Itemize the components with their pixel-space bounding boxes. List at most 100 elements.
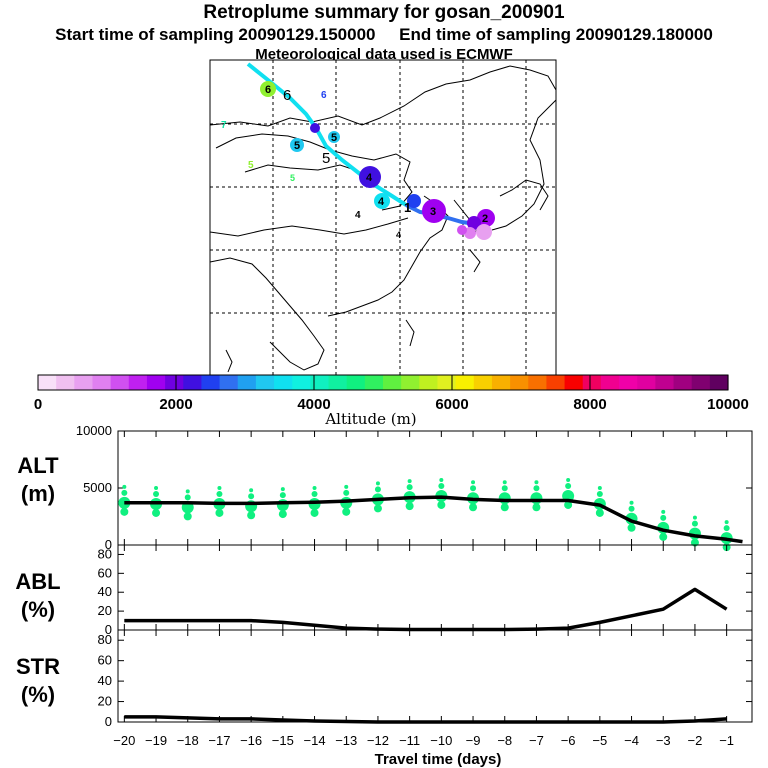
- colorbar-cell: [473, 375, 493, 390]
- colorbar-tick-label: 0: [34, 396, 42, 413]
- alt-cluster-point: [565, 482, 572, 489]
- alt-cluster-point: [152, 508, 161, 517]
- colorbar-cell: [183, 375, 203, 390]
- alt-cluster-point: [471, 480, 476, 485]
- colorbar-cell: [146, 375, 166, 390]
- trajectory-map: 6 6 6 7 5 5 5 5 5 4 4 4 4 3 2 1: [209, 59, 557, 376]
- panel-yunit: (%): [21, 597, 55, 622]
- x-tick-label: −13: [335, 733, 357, 748]
- alt-cluster-point: [276, 499, 289, 512]
- colorbar-ticks: 0 2000 4000 6000 8000 10000: [34, 375, 749, 413]
- map-label: 2: [482, 213, 488, 225]
- colorbar-cell: [619, 375, 638, 390]
- map-cluster: [477, 209, 495, 227]
- map-cluster: [359, 166, 381, 188]
- alt-cluster-point: [343, 489, 350, 496]
- map-label: 6: [283, 87, 291, 104]
- panel-yunit: (%): [21, 682, 55, 707]
- start-time-label: Start time of sampling 20090129.150000: [55, 25, 376, 44]
- colorbar-cell: [455, 375, 475, 390]
- y-tick-label: 80: [98, 632, 112, 647]
- alt-cluster-point: [469, 503, 478, 512]
- colorbar-cell: [92, 375, 112, 390]
- x-tick-label: −11: [399, 733, 420, 748]
- alt-cluster-point: [122, 484, 127, 489]
- colorbar-cell: [328, 375, 348, 390]
- alt-cluster-point: [659, 532, 668, 541]
- colorbar-cell: [346, 375, 366, 390]
- colorbar-cell: [56, 375, 75, 390]
- alt-cluster-point: [534, 480, 539, 485]
- map-cluster: [457, 225, 467, 235]
- map-label: 5: [290, 173, 295, 183]
- colorbar-cell: [219, 375, 239, 390]
- alt-cluster-point: [215, 508, 224, 517]
- series-line: [124, 715, 727, 724]
- map-cluster: [310, 123, 320, 133]
- colorbar-tick-label: 4000: [297, 396, 330, 413]
- alt-cluster-point: [498, 492, 511, 505]
- map-label: 5: [294, 140, 300, 152]
- map-coastlines: [209, 65, 557, 373]
- panel-ylabel: ABL: [15, 569, 60, 594]
- colorbar-cell: [401, 375, 420, 390]
- colorbar-cell: [437, 375, 457, 390]
- alt-cluster-point: [184, 494, 191, 501]
- alt-cluster-point: [407, 479, 412, 484]
- colorbar-cell: [110, 375, 130, 390]
- alt-cluster-point: [437, 500, 446, 509]
- map-label: 5: [331, 132, 337, 144]
- alt-cluster-point: [185, 489, 190, 494]
- page-title: Retroplume summary for gosan_200901: [203, 2, 565, 23]
- alt-cluster-point: [660, 514, 667, 521]
- colorbar-cell: [201, 375, 221, 390]
- colorbar-cell: [655, 375, 675, 390]
- colorbar-cell: [691, 375, 711, 390]
- colorbar-cell: [491, 375, 511, 390]
- colorbar-cell: [255, 375, 275, 390]
- colorbar-cell: [383, 375, 402, 390]
- map-graticule: [210, 60, 556, 375]
- colorbar-cell: [74, 375, 94, 390]
- colorbar-cell: [274, 375, 293, 390]
- colorbar-cell: [637, 375, 656, 390]
- map-label: 4: [396, 230, 401, 240]
- alt-cluster-point: [627, 523, 636, 532]
- y-tick-label: 20: [98, 694, 112, 709]
- y-tick-label: 20: [98, 603, 112, 618]
- colorbar-cell: [165, 375, 184, 390]
- colorbar-cell: [709, 375, 729, 390]
- map-cluster: [328, 131, 340, 143]
- map-cluster: [407, 194, 421, 208]
- alt-cluster-point: [279, 492, 286, 499]
- alt-cluster-point: [373, 504, 382, 513]
- alt-cluster-point: [502, 480, 507, 485]
- alt-cluster-point: [595, 508, 604, 517]
- x-tick-label: −2: [688, 733, 703, 748]
- y-tick-label: 40: [98, 584, 112, 599]
- alt-cluster-point: [533, 485, 540, 492]
- map-label: 4: [355, 210, 361, 221]
- alt-cluster-point: [724, 520, 729, 525]
- map-cluster: [260, 81, 276, 97]
- alt-cluster-point: [596, 490, 603, 497]
- alt-cluster-point: [438, 482, 445, 489]
- x-tick-label: −5: [592, 733, 607, 748]
- alt-cluster-point: [312, 485, 317, 490]
- alt-cluster-point: [280, 487, 285, 492]
- colorbar-tick-label: 8000: [573, 396, 606, 413]
- x-tick-label: −8: [497, 733, 512, 748]
- alt-cluster-point: [406, 484, 413, 491]
- str-panel: 80 60 40 20 0 STR (%): [16, 629, 753, 729]
- y-tick-label: 60: [98, 653, 112, 668]
- alt-cluster-point: [249, 488, 254, 493]
- altitude-colorbar: 0 2000 4000 6000 8000 10000 Altitude (m): [34, 374, 749, 428]
- x-tick-label: −9: [466, 733, 481, 748]
- alt-cluster-point: [121, 489, 128, 496]
- alt-cluster-point: [692, 515, 697, 520]
- panel-frame: [117, 544, 753, 631]
- map-label: 6: [321, 90, 327, 101]
- colorbar-cell: [292, 375, 311, 390]
- alt-cluster-point: [247, 511, 256, 520]
- x-tick-label: −7: [529, 733, 544, 748]
